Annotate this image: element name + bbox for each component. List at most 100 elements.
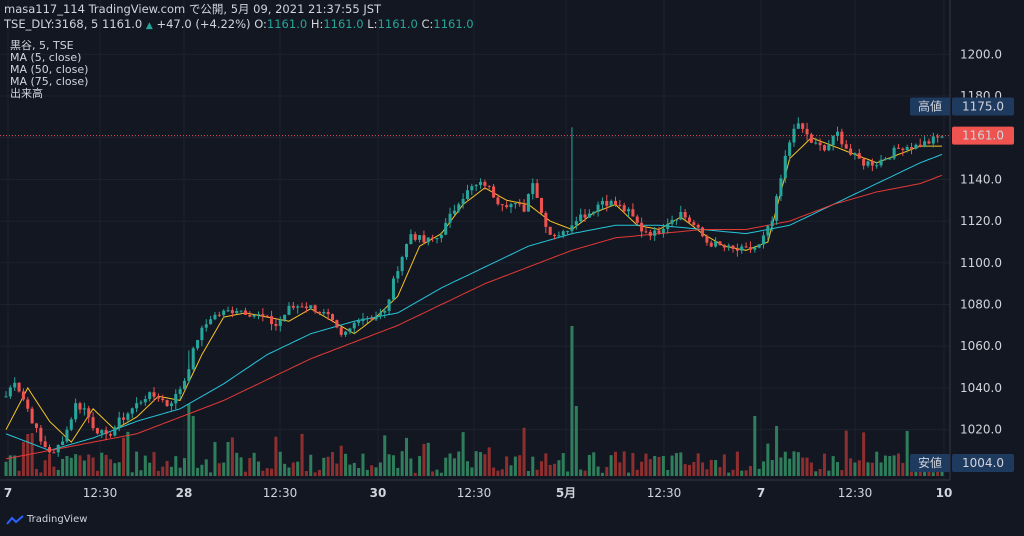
candle-body <box>761 235 766 245</box>
candle-body <box>635 216 639 223</box>
legend-ma50[interactable]: MA (50, close) <box>10 63 89 76</box>
volume-bar <box>631 452 635 476</box>
volume-bar <box>696 453 700 476</box>
volume-bar <box>644 453 648 476</box>
close-label: C: <box>421 17 434 31</box>
candle-body <box>583 214 587 218</box>
candle-body <box>61 441 65 446</box>
candle-body <box>770 220 774 227</box>
candle-body <box>174 394 178 404</box>
volume-bar <box>413 472 417 476</box>
candle-body <box>883 158 887 160</box>
candle-body <box>74 403 78 420</box>
volume-bar <box>165 461 169 476</box>
candle-body <box>13 382 17 388</box>
candle-body <box>191 348 195 370</box>
volume-bar <box>348 464 352 476</box>
volume-bar <box>304 471 308 476</box>
candle-body <box>274 324 278 326</box>
price-labels: 高値 1175.0 1161.0 安値 1004.0 <box>0 97 1014 472</box>
candle-body <box>844 144 848 149</box>
x-tick-label: 7 <box>757 486 765 500</box>
candle-body <box>753 247 757 250</box>
candle-body <box>727 245 731 248</box>
volume-bar <box>465 461 469 476</box>
tradingview-footer[interactable]: TradingView <box>6 514 87 525</box>
svg-text:1175.0: 1175.0 <box>962 99 1004 113</box>
candle-body <box>409 234 413 245</box>
ma75-line <box>5 174 943 460</box>
volume-bar <box>483 454 487 476</box>
candle-body <box>405 244 409 258</box>
volume-bar <box>143 455 147 476</box>
candle-body <box>648 232 652 236</box>
volume-bar <box>222 462 226 476</box>
candle-body <box>287 305 291 315</box>
volume-bar <box>670 455 674 476</box>
candle-body <box>87 408 91 418</box>
candle-body <box>783 155 787 179</box>
candle-body <box>570 225 574 232</box>
low-name-label: 安値 <box>910 454 950 472</box>
candle-body <box>17 382 21 392</box>
candle-body <box>56 445 60 453</box>
legend-ma75[interactable]: MA (75, close) <box>10 75 89 88</box>
candle-body <box>391 278 395 300</box>
candle-body <box>936 136 940 138</box>
volume-bar <box>635 469 639 476</box>
volume-bar <box>217 463 221 476</box>
candle-body <box>200 327 204 341</box>
legend-volume[interactable]: 出来高 <box>10 87 43 100</box>
volume-bar <box>896 453 900 476</box>
volume-bar <box>387 454 391 476</box>
candle-body <box>435 238 439 240</box>
svg-text:安値: 安値 <box>918 455 942 470</box>
volume-bar <box>43 460 47 476</box>
candle-body <box>661 228 665 233</box>
volume-bar <box>492 467 496 476</box>
volume-bar <box>692 461 696 476</box>
volume-bar <box>248 458 252 476</box>
candle-body <box>474 185 478 187</box>
volume-bar <box>182 458 187 476</box>
volume-bar <box>844 430 848 476</box>
volume-bar <box>204 459 208 476</box>
volume-bar <box>4 461 8 476</box>
candle-body <box>296 306 300 308</box>
candle-body <box>679 211 683 220</box>
volume-bar <box>714 460 718 476</box>
y-tick-label: 1120.0 <box>960 214 1002 228</box>
volume-bar <box>39 472 43 476</box>
volume-bar <box>361 453 365 476</box>
volume-bar <box>313 472 317 476</box>
candle-body <box>592 211 596 214</box>
x-tick-label: 12:30 <box>457 486 492 500</box>
volume-bar <box>243 471 247 476</box>
candle-body <box>557 235 561 237</box>
candle-body <box>235 311 239 314</box>
candle-body <box>448 213 452 223</box>
candle-body <box>705 236 709 243</box>
volume-bar <box>657 456 661 476</box>
volume-bar <box>52 466 56 476</box>
volume-bar <box>300 433 304 476</box>
svg-text:高値: 高値 <box>918 98 942 113</box>
volume-bar <box>470 467 474 476</box>
volume-bar <box>74 454 78 476</box>
y-tick-label: 1060.0 <box>960 339 1002 353</box>
candle-body <box>34 423 38 428</box>
time-axis[interactable]: 7 12:30 28 12:30 30 12:30 5月 12:30 7 12:30 10 <box>4 486 953 500</box>
legend-symbol[interactable]: 黒谷, 5, TSE <box>10 39 74 52</box>
candle-body <box>496 197 500 205</box>
candle-body <box>914 144 918 149</box>
volume-bar <box>561 453 565 476</box>
legend-ma5[interactable]: MA (5, close) <box>10 51 82 64</box>
volume-bar <box>853 462 857 476</box>
volume-bar <box>409 458 413 476</box>
candle-body <box>822 145 826 151</box>
volume-bar <box>735 451 739 476</box>
candle-body <box>426 237 430 243</box>
candle-body <box>309 305 313 309</box>
candle-body <box>300 306 304 308</box>
